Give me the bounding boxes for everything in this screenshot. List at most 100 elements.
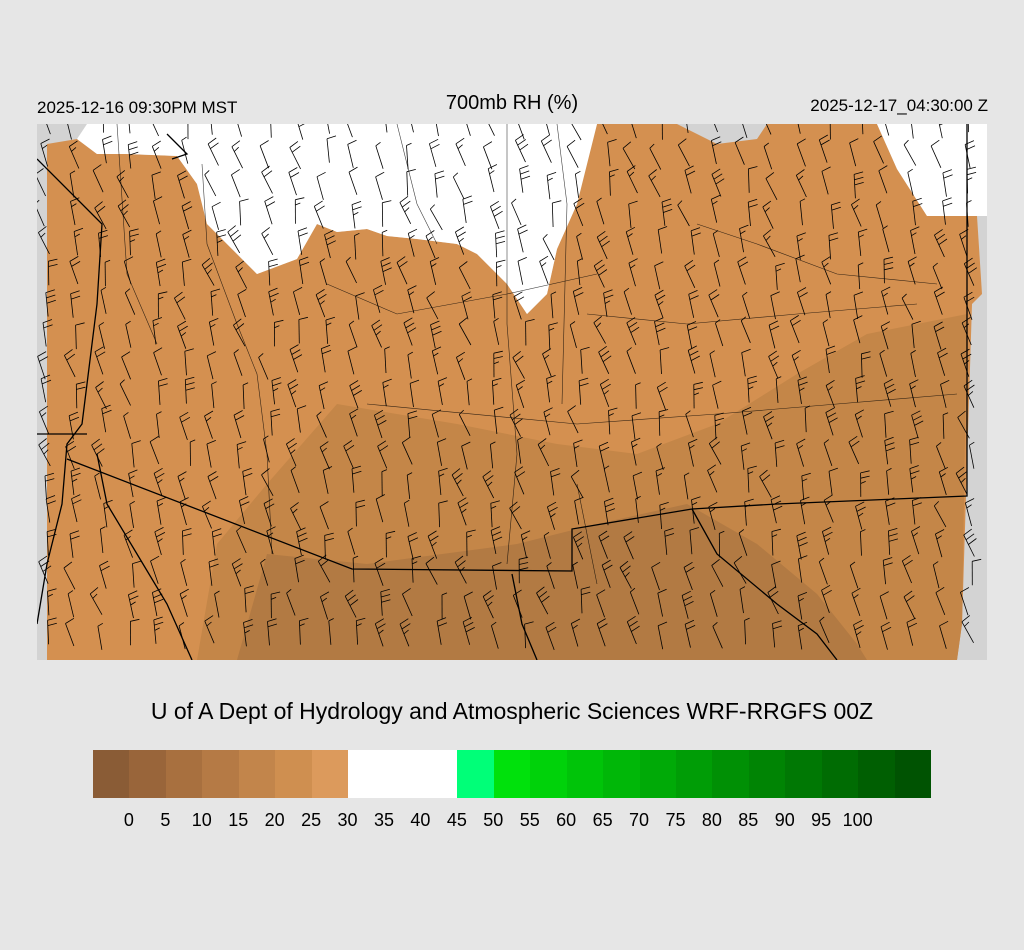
wind-barb [319,501,329,530]
wind-barb [71,494,82,523]
wind-barb [38,226,50,255]
wind-barb [64,349,76,378]
wind-barb [407,410,418,438]
wind-barb [429,138,440,167]
wind-barb [742,291,751,319]
wind-barb [463,591,473,620]
wind-barb [861,351,871,378]
colorbar-tick-label: 10 [191,810,212,830]
wind-barb [957,410,970,439]
wind-barb [628,200,638,228]
wind-barb [39,405,50,434]
wind-barb [452,172,465,199]
wind-barb [580,346,590,374]
wind-barb [211,381,217,409]
wind-barb [70,197,80,226]
wind-barb [451,468,464,497]
wind-barb [151,171,161,199]
wind-barb [686,124,689,133]
wind-barb [92,164,104,193]
wind-barb [911,124,914,139]
wind-barb [622,141,636,170]
valid-time-label: 2025-12-17_04:30:00 Z [810,96,988,115]
wind-barb [47,617,57,645]
wind-barb [69,256,81,285]
map-title: 700mb RH (%) [445,92,579,114]
colorbar-tick-label: 85 [738,810,759,830]
wind-barb [885,124,890,136]
wind-barb [38,438,51,467]
wind-barb [575,170,581,198]
wind-barb [873,135,884,164]
wind-barb [153,196,163,225]
wind-barb [933,286,945,315]
wind-barb [596,618,608,647]
wind-barb [271,377,282,405]
wind-barb [631,437,641,466]
wind-barb [233,318,246,347]
wind-barb [912,197,923,226]
wind-barb [936,442,946,469]
wind-barb [189,439,196,466]
wind-barb [319,258,328,286]
wind-barb [795,254,805,283]
wind-barb [686,321,698,349]
wind-barb [263,498,275,527]
wind-barb [796,438,806,467]
wind-barb [707,464,718,493]
wind-barb [495,230,506,258]
wind-barb [207,471,219,500]
wind-barb [206,440,216,468]
wind-barb [345,256,357,284]
wind-barb [933,501,947,528]
wind-barb [580,586,591,614]
wind-barb [382,378,392,407]
wind-barb [45,289,56,317]
wind-barb [518,556,529,584]
wind-barb [298,316,308,344]
wind-barb [853,619,864,649]
wind-barb [853,171,864,199]
wind-barb [623,287,632,315]
wind-barb [403,499,410,527]
wind-barb [158,378,168,405]
wind-barb [823,494,834,523]
wind-barb [462,195,473,223]
wind-barb [959,229,969,258]
wind-barb [174,291,186,320]
wind-barb [46,528,57,556]
wind-barb [512,589,523,618]
wind-barb [344,589,359,618]
wind-barb [201,257,215,286]
wind-barb [884,410,894,438]
wind-barb [182,229,192,258]
wind-barb [598,530,610,559]
wind-barb [204,615,215,644]
wind-barb [739,224,749,253]
wind-barb [401,436,413,465]
wind-barb [661,124,663,140]
wind-barb [964,140,976,169]
wind-barb [355,617,366,645]
wind-barb [572,561,579,589]
model-credit: U of A Dept of Hydrology and Atmospheric… [150,698,874,724]
wind-barb [744,498,754,526]
wind-barb [801,472,811,500]
colorbar-swatch [348,750,385,798]
wind-barb [407,228,418,257]
wind-barb [742,124,748,139]
wind-barb [406,472,413,499]
wind-barb [546,172,557,200]
wind-barb [260,558,269,586]
wind-barb [68,140,80,169]
wind-barb [603,465,610,493]
wind-barb [348,320,358,348]
wind-barb [482,590,494,619]
wind-barb [259,140,270,169]
wind-barb [849,138,859,167]
wind-barb [911,410,924,439]
colorbar-tick-label: 55 [519,810,540,830]
wind-barb [763,229,776,257]
wind-barb [934,229,948,258]
wind-barb [963,528,977,557]
